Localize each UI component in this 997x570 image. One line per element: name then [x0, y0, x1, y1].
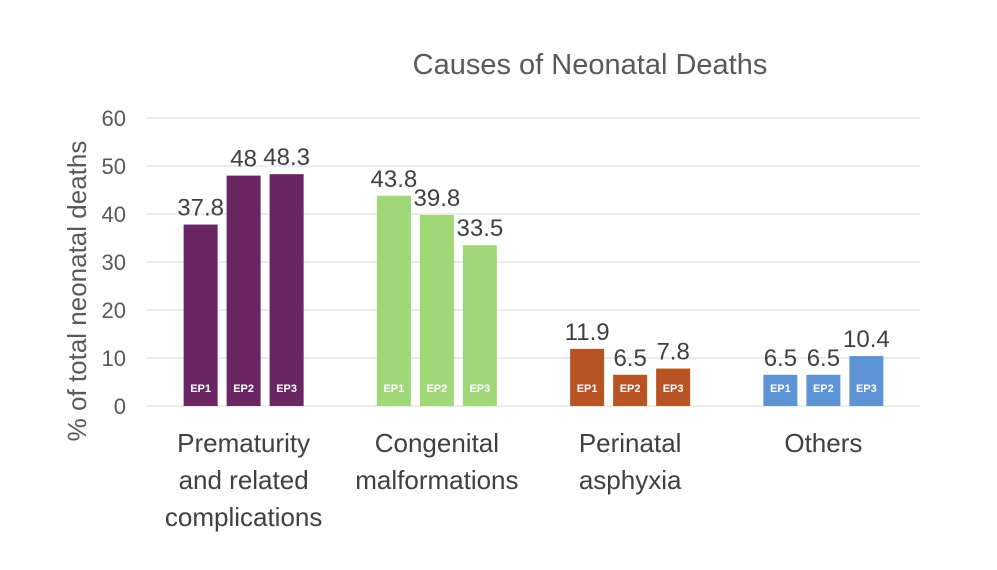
y-tick-label: 20 [102, 298, 126, 323]
bar [226, 175, 261, 406]
data-label: 39.8 [414, 185, 461, 212]
bar [462, 245, 497, 406]
y-axis-ticks: 0 10 20 30 40 50 60 [102, 106, 126, 419]
y-tick-label: 10 [102, 346, 126, 371]
data-label: 6.5 [807, 345, 840, 372]
bar [656, 368, 691, 406]
bar-series-label: EP2 [813, 383, 834, 395]
x-category-label: Perinatal [579, 428, 682, 458]
y-axis-label: % of total neonatal deaths [62, 141, 92, 442]
chart-title: Causes of Neonatal Deaths [413, 49, 768, 81]
bar-series-label: EP2 [233, 383, 254, 395]
x-category-label: malformations [355, 465, 518, 495]
bar-series-label: EP3 [469, 383, 490, 395]
y-tick-label: 40 [102, 202, 126, 227]
bar-series-label: EP3 [663, 383, 684, 395]
data-label: 33.5 [457, 215, 504, 242]
bar [183, 224, 218, 406]
bar [570, 348, 605, 406]
bar-series-label: EP3 [276, 383, 297, 395]
y-tick-label: 50 [102, 154, 126, 179]
data-label: 48 [230, 146, 257, 173]
data-label: 11.9 [565, 319, 610, 346]
bar-series-label: EP1 [770, 383, 791, 395]
x-category-label: and related [179, 465, 309, 495]
x-category-label: Congenital [375, 428, 499, 458]
bar [849, 356, 884, 406]
x-category-label: Prematurity [177, 428, 310, 458]
bar [763, 374, 798, 406]
x-category-label: Others [784, 428, 862, 458]
y-tick-label: 30 [102, 250, 126, 275]
x-axis-categories: Prematurity and related complications Conge… [165, 428, 863, 532]
data-label: 6.5 [764, 345, 797, 372]
bar-series-label: EP2 [620, 383, 641, 395]
bar [269, 174, 304, 406]
bar [613, 374, 648, 406]
data-label: 43.8 [371, 166, 418, 193]
y-tick-label: 60 [102, 106, 126, 131]
bar [419, 214, 454, 406]
bar-series-label: EP3 [856, 383, 877, 395]
data-label: 7.8 [656, 339, 689, 366]
bar-series-label: EP2 [426, 383, 447, 395]
data-label: 37.8 [177, 195, 224, 222]
bar-series-label: EP1 [577, 383, 598, 395]
bar-series-label: EP1 [190, 383, 211, 395]
data-labels: 37.8 EP1 48 EP2 48.3 EP3 43.8 EP1 39.8 EP2 33.5 EP3… [177, 144, 889, 395]
x-category-label: complications [165, 502, 323, 532]
bar [806, 374, 841, 406]
data-label: 10.4 [843, 326, 890, 353]
x-category-label: asphyxia [579, 465, 682, 495]
bar [376, 195, 411, 406]
y-tick-label: 0 [114, 394, 126, 419]
data-label: 6.5 [613, 345, 646, 372]
bars [183, 174, 884, 406]
data-label: 48.3 [263, 144, 310, 171]
bar-series-label: EP1 [383, 383, 404, 395]
